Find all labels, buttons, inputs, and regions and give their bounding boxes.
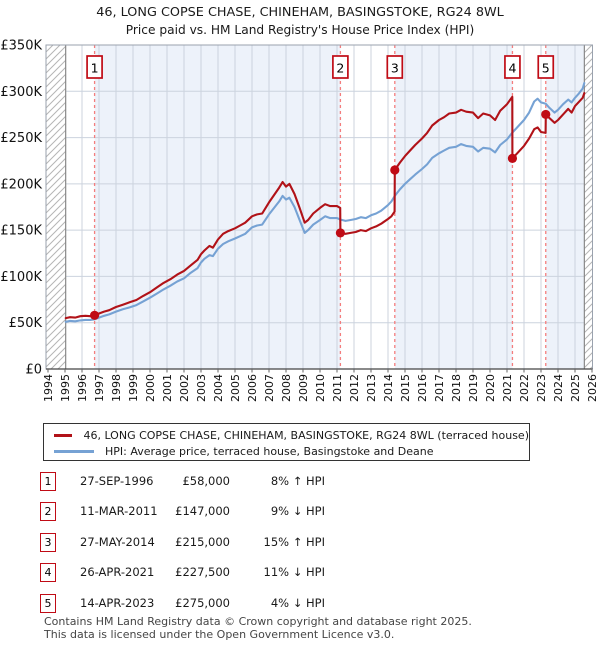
property-line-sample-icon xyxy=(54,433,73,437)
table-row: 2 11-MAR-2011 £147,000 9% ↓ HPI xyxy=(0,502,600,522)
svg-text:2026: 2026 xyxy=(586,374,599,402)
sale-price: £227,500 xyxy=(175,565,230,579)
sale-price: £147,000 xyxy=(175,504,230,518)
svg-text:£300K: £300K xyxy=(0,85,42,100)
svg-text:£250K: £250K xyxy=(0,131,42,146)
footer-line-2: This data is licensed under the Open Gov… xyxy=(44,628,395,641)
svg-text:2020: 2020 xyxy=(484,374,497,402)
footer-line-1: Contains HM Land Registry data © Crown c… xyxy=(44,615,472,628)
sale-hpi-delta: 4% ↓ HPI xyxy=(270,596,325,610)
svg-text:1: 1 xyxy=(91,61,99,76)
license-footer: Contains HM Land Registry data © Crown c… xyxy=(44,615,472,641)
svg-text:2008: 2008 xyxy=(280,374,293,402)
svg-text:2015: 2015 xyxy=(399,374,412,402)
hpi-line-sample-icon xyxy=(54,449,94,453)
svg-text:4: 4 xyxy=(508,61,516,76)
svg-text:£200K: £200K xyxy=(0,177,42,192)
svg-text:£100K: £100K xyxy=(0,270,42,285)
svg-text:2018: 2018 xyxy=(450,374,463,402)
svg-text:1996: 1996 xyxy=(76,374,89,402)
svg-text:2013: 2013 xyxy=(365,374,378,402)
legend-label: HPI: Average price, terraced house, Basi… xyxy=(105,444,434,458)
svg-text:2023: 2023 xyxy=(535,374,548,402)
svg-text:2: 2 xyxy=(336,61,344,76)
sale-number-badge: 3 xyxy=(40,533,56,552)
sale-price: £215,000 xyxy=(175,535,230,549)
chart-legend: 46, LONG COPSE CHASE, CHINEHAM, BASINGST… xyxy=(43,423,530,461)
svg-text:2002: 2002 xyxy=(178,374,191,402)
table-row: 5 14-APR-2023 £275,000 4% ↓ HPI xyxy=(0,594,600,614)
sale-hpi-delta: 8% ↑ HPI xyxy=(270,474,325,488)
svg-text:£0: £0 xyxy=(25,363,42,378)
sale-number-badge: 5 xyxy=(40,594,56,613)
svg-text:2024: 2024 xyxy=(552,374,565,402)
svg-text:3: 3 xyxy=(391,61,399,76)
price-chart: 1 2 3 4 5 £0 £50K £100K £150K £200K £250K £300K £350… xyxy=(0,39,599,403)
svg-text:1999: 1999 xyxy=(127,374,140,402)
svg-text:2003: 2003 xyxy=(195,374,208,402)
svg-text:2021: 2021 xyxy=(501,374,514,402)
sale-number-badge: 4 xyxy=(40,563,56,582)
svg-text:5: 5 xyxy=(542,61,550,76)
legend-label: 46, LONG COPSE CHASE, CHINEHAM, BASINGST… xyxy=(83,428,529,442)
svg-text:£150K: £150K xyxy=(0,224,42,239)
svg-text:2025: 2025 xyxy=(569,374,582,402)
svg-text:2014: 2014 xyxy=(382,374,395,402)
svg-text:£50K: £50K xyxy=(9,316,43,331)
table-row: 4 26-APR-2021 £227,500 11% ↓ HPI xyxy=(0,563,600,583)
svg-text:1997: 1997 xyxy=(93,374,106,402)
svg-text:2022: 2022 xyxy=(518,374,531,402)
table-row: 1 27-SEP-1996 £58,000 8% ↑ HPI xyxy=(0,472,600,492)
svg-text:2004: 2004 xyxy=(212,374,225,402)
svg-text:2017: 2017 xyxy=(433,374,446,402)
sale-number-badge: 1 xyxy=(40,472,56,491)
svg-text:2009: 2009 xyxy=(297,374,310,402)
svg-text:2007: 2007 xyxy=(263,374,276,402)
sale-date: 27-SEP-1996 xyxy=(80,474,154,488)
svg-text:1994: 1994 xyxy=(42,374,55,402)
sale-date: 14-APR-2023 xyxy=(80,596,155,610)
page-subtitle: Price paid vs. HM Land Registry's House … xyxy=(125,23,475,37)
svg-text:2005: 2005 xyxy=(229,374,242,402)
sale-hpi-delta: 15% ↑ HPI xyxy=(263,535,325,549)
svg-text:2011: 2011 xyxy=(331,374,344,402)
svg-text:2000: 2000 xyxy=(144,374,157,402)
svg-text:£350K: £350K xyxy=(0,39,42,54)
sale-price: £58,000 xyxy=(182,474,230,488)
sale-number-badge: 2 xyxy=(40,502,56,521)
legend-item-property: 46, LONG COPSE CHASE, CHINEHAM, BASINGST… xyxy=(50,427,529,443)
sale-date: 27-MAY-2014 xyxy=(80,535,155,549)
sale-date: 26-APR-2021 xyxy=(80,565,155,579)
legend-item-hpi: HPI: Average price, terraced house, Basi… xyxy=(50,443,529,459)
svg-text:2001: 2001 xyxy=(161,374,174,402)
sale-hpi-delta: 9% ↓ HPI xyxy=(270,504,325,518)
svg-text:2019: 2019 xyxy=(467,374,480,402)
svg-text:1995: 1995 xyxy=(59,374,72,402)
svg-text:2010: 2010 xyxy=(314,374,327,402)
sale-hpi-delta: 11% ↓ HPI xyxy=(263,565,325,579)
svg-text:2016: 2016 xyxy=(416,374,429,402)
sale-date: 11-MAR-2011 xyxy=(80,504,158,518)
svg-text:2012: 2012 xyxy=(348,374,361,402)
page-title: 46, LONG COPSE CHASE, CHINEHAM, BASINGST… xyxy=(96,5,504,20)
table-row: 3 27-MAY-2014 £215,000 15% ↑ HPI xyxy=(0,533,600,553)
sale-price: £275,000 xyxy=(175,596,230,610)
svg-text:1998: 1998 xyxy=(110,374,123,402)
svg-text:2006: 2006 xyxy=(246,374,259,402)
